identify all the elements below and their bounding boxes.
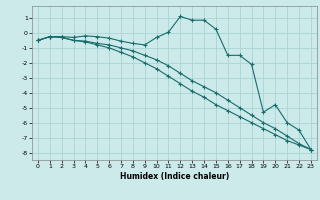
X-axis label: Humidex (Indice chaleur): Humidex (Indice chaleur) (120, 172, 229, 181)
